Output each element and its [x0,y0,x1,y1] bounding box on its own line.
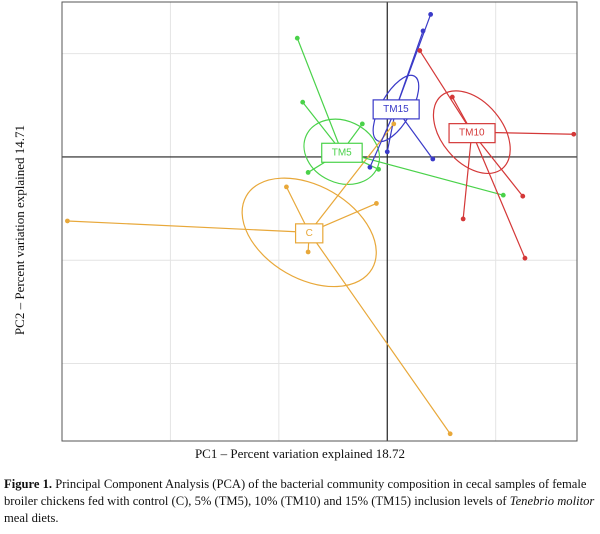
point-c [65,218,70,224]
spoke-c [67,220,310,233]
point-c [284,184,289,190]
pca-chart: C TM5 TM15 TM10 [61,1,578,442]
grid-layer [61,2,577,441]
group-label-box-tm10 [448,123,496,144]
label-layer: C TM5 TM15 TM10 [294,99,496,244]
point-tm10 [449,94,455,100]
caption-species: Tenebrio molitor [509,494,595,508]
point-tm10 [522,255,528,261]
x-axis-label: PC1 – Percent variation explained 18.72 [194,446,406,461]
point-tm15 [430,156,436,162]
point-c [447,431,453,437]
point-tm10 [571,131,577,137]
caption-text-end: meal diets. [4,511,59,525]
ellipse-layer [241,74,511,288]
figure-caption: Figure 1. Principal Component Analysis (… [4,476,596,527]
plot-frame [61,1,578,442]
spoke-tm5 [296,37,343,152]
spoke-tm10 [419,50,473,133]
spoke-c [308,232,451,435]
point-tm10 [520,193,526,199]
group-label-box-c [294,223,324,244]
point-tm10 [417,48,423,53]
point-tm5 [359,121,365,127]
group-label-tm5: TM5 [332,147,352,158]
point-tm5 [305,170,311,175]
spoke-tm10 [462,132,473,219]
point-c [374,201,379,206]
point-tm15 [367,164,373,170]
spoke-c [308,123,395,233]
point-tm5 [500,192,506,198]
ellipse-tm10 [432,90,511,175]
group-label-box-tm15 [372,99,420,120]
point-c [305,249,311,255]
group-label-tm10: TM10 [459,128,485,139]
point-tm15 [428,11,434,17]
point-tm5 [294,35,300,41]
ellipse-c [241,177,377,288]
point-c [391,121,397,127]
group-label-tm15: TM15 [383,104,409,115]
point-tm10 [460,216,466,222]
point-tm5 [376,166,381,172]
point-tm15 [420,28,426,34]
spoke-tm10 [471,131,526,259]
group-label-box-tm5 [321,142,363,163]
y-axis-label: PC2 – Percent variation explained 14.71 [12,124,27,336]
spoke-tm5 [341,151,504,196]
point-tm15 [384,149,390,155]
spoke-tm15 [395,30,424,109]
point-tm5 [300,99,306,105]
caption-label: Figure 1. [4,477,53,491]
caption-text: Principal Component Analysis (PCA) of th… [4,477,587,508]
point-layer [65,11,577,437]
group-label-c: C [306,228,313,239]
